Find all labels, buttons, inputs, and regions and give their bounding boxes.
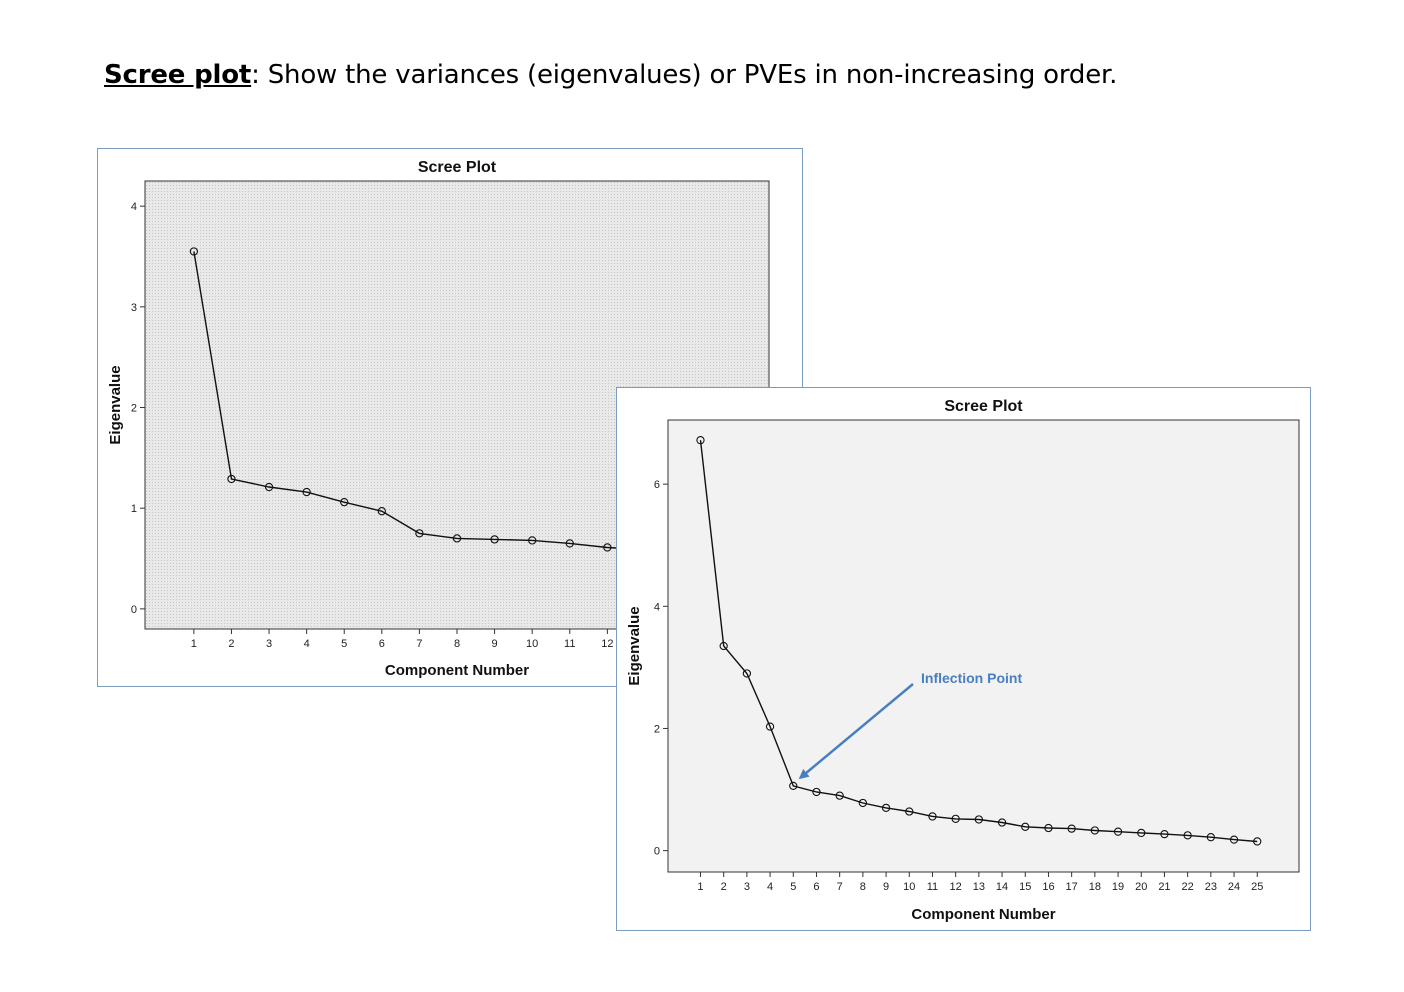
chart-title-1: Scree Plot: [418, 159, 497, 176]
data-point-2: [1044, 823, 1053, 833]
x-tick-label-2: 15: [1019, 881, 1031, 893]
data-point-2: [765, 722, 775, 731]
x-tick-label-2: 12: [950, 881, 962, 893]
x-tick-label-2: 3: [744, 881, 750, 893]
data-point-2: [719, 641, 728, 651]
x-tick-label-2: 19: [1112, 881, 1124, 893]
x-tick-label-1: 6: [379, 638, 385, 650]
y-axis-title-2: Eigenvalue: [626, 606, 643, 685]
x-tick-label-1: 4: [304, 638, 310, 650]
x-tick-label-2: 14: [996, 881, 1008, 893]
y-tick-label-1: 1: [131, 503, 137, 515]
data-point-2: [789, 781, 798, 791]
y-tick-label-2: 0: [654, 846, 660, 858]
x-tick-label-1: 12: [601, 638, 613, 650]
data-point-2: [1021, 822, 1030, 831]
plot-area-2: [667, 419, 1300, 873]
data-point-1: [490, 535, 499, 544]
x-tick-label-1: 2: [228, 638, 234, 650]
x-axis-title-1: Component Number: [385, 662, 529, 679]
x-tick-label-1: 11: [564, 638, 575, 650]
x-tick-label-2: 23: [1205, 881, 1217, 893]
data-point-2: [835, 791, 844, 800]
data-point-2: [696, 436, 705, 445]
y-tick-label-2: 4: [654, 601, 660, 613]
x-tick-label-2: 16: [1042, 881, 1054, 893]
x-tick-label-2: 5: [790, 881, 796, 893]
data-point-2: [1113, 827, 1123, 836]
data-point-2: [1206, 833, 1215, 842]
x-tick-label-2: 8: [860, 881, 866, 893]
y-tick-label-2: 6: [654, 479, 660, 491]
x-tick-label-2: 25: [1251, 881, 1263, 893]
x-tick-label-2: 1: [697, 881, 703, 893]
series-line-1: [193, 251, 646, 551]
data-point-2: [1183, 831, 1192, 840]
data-point-1: [227, 474, 236, 484]
y-tick-label-1: 0: [131, 604, 137, 616]
x-tick-label-1: 5: [341, 638, 347, 650]
x-tick-label-2: 20: [1135, 881, 1147, 893]
data-point-1: [528, 536, 537, 545]
data-point-2: [997, 818, 1007, 827]
x-tick-label-2: 21: [1158, 881, 1170, 893]
x-tick-label-2: 11: [927, 881, 938, 893]
x-tick-label-2: 2: [721, 881, 727, 893]
data-point-1: [452, 534, 462, 543]
x-tick-label-1: 8: [454, 638, 460, 650]
data-point-2: [951, 814, 960, 824]
chart-title-2: Scree Plot: [944, 398, 1023, 415]
x-tick-label-2: 13: [973, 881, 985, 893]
data-point-1: [340, 498, 349, 507]
y-tick-label-1: 3: [131, 302, 137, 314]
slide-heading: Scree plot: Show the variances (eigenval…: [104, 60, 1117, 90]
annotation-arrow: [798, 683, 914, 780]
x-tick-label-2: 10: [903, 881, 915, 893]
data-point-2: [1160, 829, 1169, 839]
data-point-2: [742, 669, 752, 678]
data-point-1: [603, 543, 612, 552]
data-point-2: [1137, 828, 1146, 838]
data-point-1: [377, 507, 386, 516]
data-point-2: [1229, 835, 1239, 844]
y-tick-label-1: 2: [131, 403, 137, 415]
x-tick-label-2: 18: [1089, 881, 1101, 893]
data-point-1: [264, 482, 274, 492]
data-point-2: [858, 798, 868, 808]
x-tick-label-2: 9: [883, 881, 889, 893]
data-point-2: [905, 807, 914, 816]
scree-plot-chart-2: Scree Plot 0 2 4 6 1 2 3 4 5 6 7 8 9 10 11 12 13 14 15 16 17 1…: [616, 387, 1311, 931]
y-tick-label-2: 2: [654, 723, 660, 735]
heading-text: : Show the variances (eigenvalues) or PV…: [251, 60, 1118, 90]
series-line-2: [699, 440, 1258, 843]
y-tick-label-1: 4: [131, 201, 137, 213]
x-tick-label-2: 7: [837, 881, 843, 893]
x-axis-title-2: Component Number: [911, 906, 1055, 923]
data-point-2: [812, 787, 821, 797]
data-point-1: [302, 487, 311, 497]
x-tick-label-1: 9: [492, 638, 498, 650]
x-tick-label-2: 22: [1182, 881, 1194, 893]
x-tick-label-1: 1: [191, 638, 197, 650]
x-tick-label-1: 3: [266, 638, 272, 650]
x-tick-label-1: 10: [526, 638, 538, 650]
data-point-1: [189, 247, 199, 256]
data-point-2: [1253, 837, 1262, 846]
x-tick-label-1: 7: [416, 638, 422, 650]
x-tick-label-2: 6: [813, 881, 819, 893]
annotation-label: Inflection Point: [921, 670, 1022, 686]
data-point-2: [1067, 824, 1076, 833]
heading-label: Scree plot: [104, 60, 252, 90]
data-point-2: [928, 812, 937, 821]
data-point-2: [881, 803, 891, 813]
x-tick-label-2: 4: [767, 881, 773, 893]
x-tick-label-2: 17: [1066, 881, 1078, 893]
data-point-2: [1090, 826, 1100, 835]
x-tick-label-2: 24: [1228, 881, 1240, 893]
y-axis-title-1: Eigenvalue: [107, 365, 124, 444]
data-point-1: [415, 529, 424, 538]
data-point-2: [974, 815, 984, 824]
data-point-1: [565, 539, 574, 548]
